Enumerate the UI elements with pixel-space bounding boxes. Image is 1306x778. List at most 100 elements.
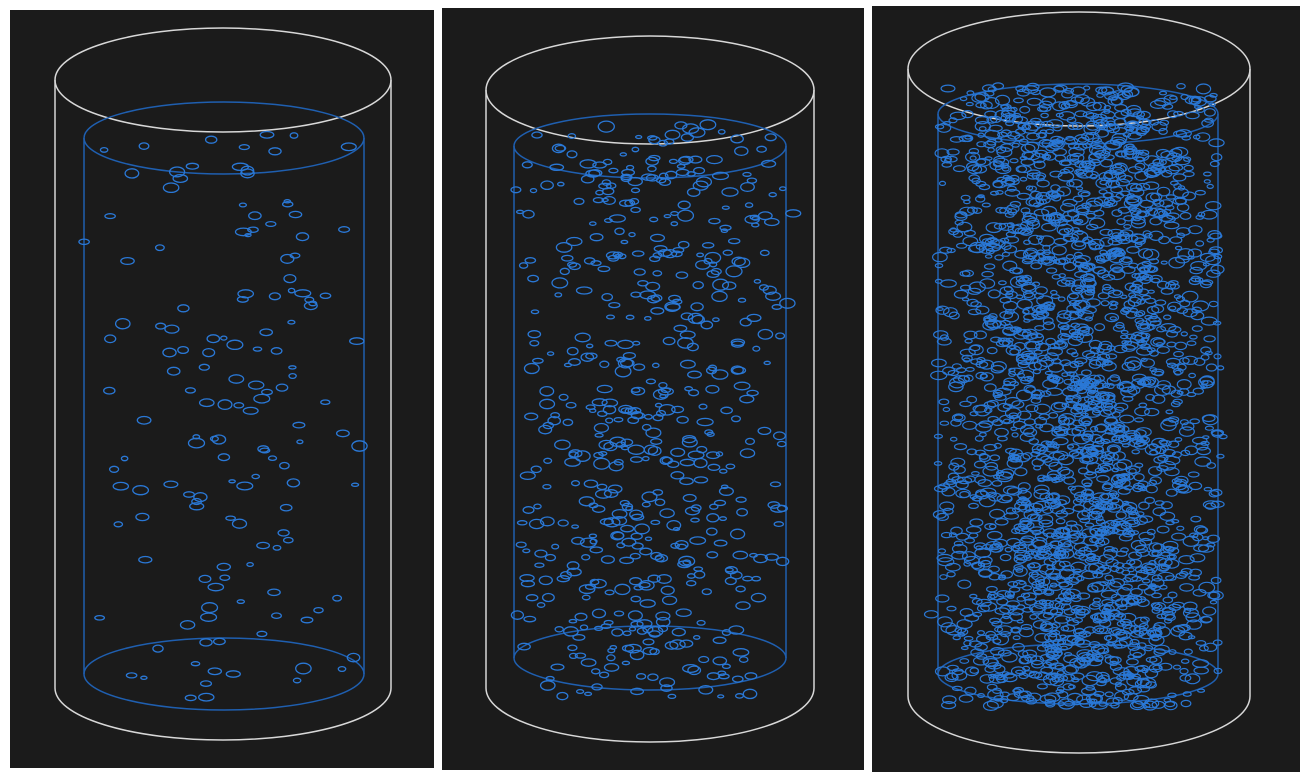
bubble: [207, 582, 225, 592]
bubble: [1201, 279, 1214, 286]
bubble: [1158, 127, 1168, 135]
bubble: [1082, 111, 1095, 118]
bubble: [1112, 249, 1126, 258]
bubble: [696, 252, 705, 258]
bubble: [1162, 448, 1176, 457]
bubble: [1098, 627, 1113, 634]
bubble: [1142, 248, 1160, 261]
bubble: [1008, 367, 1024, 376]
bubble: [1070, 322, 1080, 328]
bubble: [1167, 591, 1178, 599]
bubble: [996, 494, 1013, 504]
bubble: [977, 692, 985, 698]
bubble: [732, 648, 750, 657]
bubble: [971, 495, 983, 502]
bubble: [1000, 129, 1012, 138]
bubble: [1068, 146, 1085, 158]
bubble: [572, 633, 586, 641]
bubble: [1202, 606, 1217, 616]
bubble: [643, 413, 653, 420]
bubble: [939, 246, 953, 254]
bubble: [1105, 558, 1119, 568]
bubble: [649, 648, 660, 656]
bubble: [1120, 547, 1129, 553]
bubble: [684, 506, 701, 516]
bubble: [578, 584, 596, 595]
bubble: [1008, 370, 1017, 377]
bubble: [639, 599, 656, 608]
bubble: [1056, 670, 1066, 676]
bubble: [644, 536, 653, 542]
bubble: [727, 237, 741, 245]
bubble: [613, 610, 625, 617]
bubble: [1095, 503, 1105, 509]
bubble: [1007, 208, 1018, 216]
bubble: [554, 292, 563, 298]
bubble: [645, 281, 661, 292]
bubble: [1059, 168, 1070, 174]
bubble: [975, 305, 990, 315]
bubble: [977, 132, 985, 138]
bubble: [1111, 209, 1123, 218]
bubble: [1144, 668, 1159, 679]
bubble: [1170, 180, 1179, 186]
bubble: [1093, 118, 1109, 129]
bubble: [164, 324, 180, 334]
bubble: [1138, 149, 1150, 156]
bubble: [960, 645, 969, 651]
bubble: [1045, 658, 1059, 666]
bubble: [679, 639, 694, 648]
bubble: [724, 566, 738, 575]
bubble: [177, 345, 190, 355]
bubble: [1048, 461, 1063, 472]
bubble: [994, 607, 1010, 615]
bubble: [730, 365, 744, 375]
bubble: [936, 337, 952, 346]
bubble: [1046, 650, 1059, 658]
bubble: [1074, 110, 1088, 118]
bubble: [1013, 97, 1024, 104]
bubble: [979, 372, 994, 382]
bubble: [1151, 277, 1161, 284]
bubble: [712, 656, 728, 666]
bubble: [566, 561, 580, 571]
bubble: [1153, 456, 1167, 464]
bubble: [981, 84, 996, 93]
bubble: [597, 120, 615, 133]
bubble: [974, 435, 984, 442]
bubble: [1055, 510, 1069, 518]
bubble: [968, 281, 986, 293]
bubble: [1200, 209, 1218, 220]
bubble: [1076, 229, 1084, 235]
bubble: [614, 227, 625, 236]
bubble: [259, 328, 274, 337]
bubble: [775, 332, 786, 340]
bubble: [1014, 249, 1029, 259]
bubble: [1018, 520, 1035, 530]
bubble: [1162, 540, 1179, 551]
bubble: [172, 173, 189, 184]
bubble: [998, 222, 1015, 231]
bubble: [607, 647, 616, 654]
bubble: [1082, 535, 1100, 546]
bubble: [1174, 341, 1188, 351]
bubble: [1162, 103, 1174, 110]
bubble: [1080, 369, 1092, 377]
bubble: [183, 491, 195, 498]
bubble: [1034, 286, 1048, 295]
bubble: [987, 565, 1000, 574]
bubble: [267, 455, 278, 462]
bubble: [1055, 112, 1064, 118]
bubble: [1086, 263, 1096, 271]
bubble: [1054, 602, 1065, 610]
bubble: [655, 616, 671, 628]
bubble: [1165, 575, 1177, 581]
bubble: [729, 528, 746, 540]
bubble: [259, 130, 275, 139]
bubble: [645, 156, 659, 166]
bubble: [1010, 527, 1021, 535]
bubble: [1187, 471, 1200, 478]
bubble: [1206, 534, 1220, 544]
bubble: [1062, 524, 1079, 536]
bubble: [718, 673, 730, 680]
